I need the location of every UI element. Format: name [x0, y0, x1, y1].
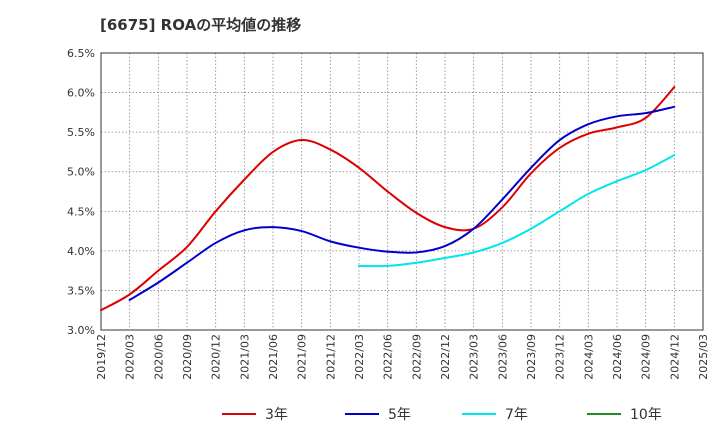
- series-lines: [100, 86, 676, 312]
- x-tick-label: 2024/06: [611, 334, 624, 380]
- chart-title: [6675] ROAの平均値の推移: [100, 16, 302, 34]
- series-7y-line: [358, 154, 676, 268]
- x-tick-label: 2022/06: [382, 334, 395, 380]
- x-tick-label: 2024/03: [582, 334, 595, 380]
- y-tick-label: 4.0%: [67, 245, 95, 258]
- y-tick-label: 5.0%: [67, 166, 95, 179]
- x-tick-label: 2024/12: [668, 334, 681, 380]
- x-tick-label: 2023/12: [554, 334, 567, 380]
- y-tick-label: 5.5%: [67, 126, 95, 139]
- x-tick-label: 2019/12: [95, 334, 108, 380]
- legend: 3年 5年 7年 10年: [222, 407, 662, 423]
- y-tick-label: 3.0%: [67, 324, 95, 337]
- x-axis: 2019/12 2020/03 2020/06 2020/09 2020/12 2021/…: [95, 334, 710, 380]
- x-tick-label: 2020/12: [210, 334, 223, 380]
- x-tick-label: 2025/03: [697, 334, 710, 380]
- legend-10y-label: 10年: [630, 407, 662, 423]
- series-5y-line: [128, 105, 676, 301]
- x-tick-label: 2023/03: [468, 334, 481, 380]
- x-tick-label: 2023/09: [525, 334, 538, 380]
- x-tick-label: 2023/06: [496, 334, 509, 380]
- x-tick-label: 2022/09: [410, 334, 423, 380]
- x-tick-label: 2024/09: [640, 334, 653, 380]
- x-tick-label: 2021/12: [324, 334, 337, 380]
- x-tick-label: 2020/03: [124, 334, 137, 380]
- legend-3y-label: 3年: [265, 407, 288, 423]
- grid: [101, 53, 703, 330]
- x-tick-label: 2021/03: [238, 334, 251, 380]
- plot-area-frame: [100, 52, 704, 331]
- legend-5y-label: 5年: [388, 407, 411, 423]
- legend-7y-label: 7年: [505, 407, 528, 423]
- x-tick-label: 2022/03: [353, 334, 366, 380]
- y-tick-label: 6.0%: [67, 87, 95, 100]
- y-tick-label: 3.5%: [67, 284, 95, 297]
- x-tick-label: 2021/06: [267, 334, 280, 380]
- y-tick-label: 6.5%: [67, 47, 95, 60]
- x-tick-label: 2022/12: [439, 334, 452, 380]
- x-tick-label: 2020/06: [152, 334, 165, 380]
- y-axis: 3.0% 3.5% 4.0% 4.5% 5.0% 5.5% 6.0% 6.5%: [67, 47, 95, 337]
- y-tick-label: 4.5%: [67, 205, 95, 218]
- x-tick-label: 2021/09: [296, 334, 309, 380]
- x-tick-label: 2020/09: [181, 334, 194, 380]
- series-3y-line: [100, 86, 676, 312]
